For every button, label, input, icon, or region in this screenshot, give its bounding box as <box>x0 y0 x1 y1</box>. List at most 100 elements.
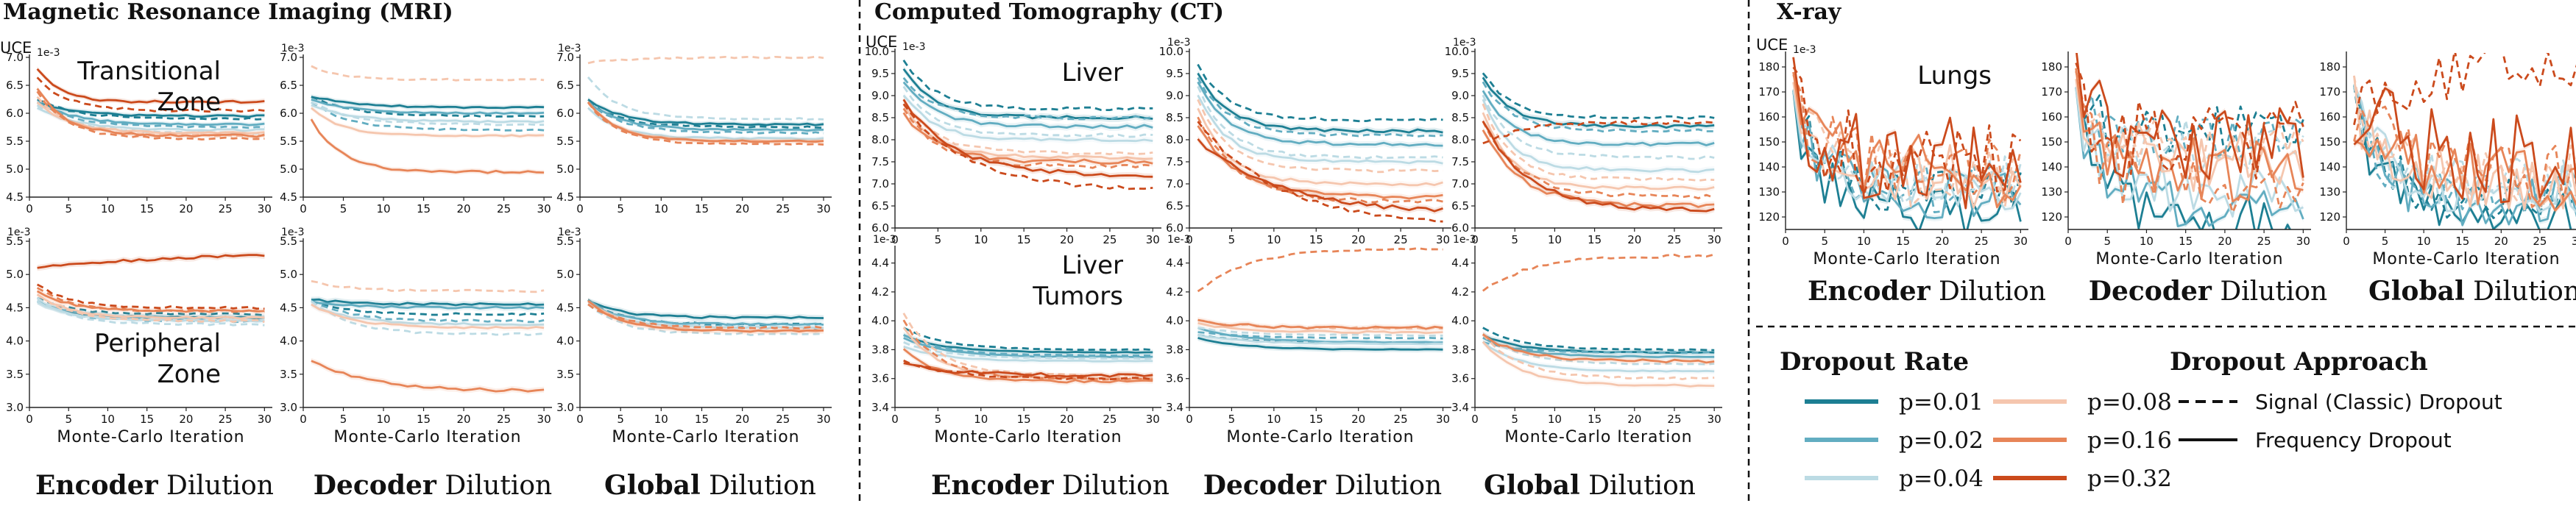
y-tick-label: 180 <box>1758 60 1780 74</box>
series-band-p002 <box>311 97 545 117</box>
series-line-p004-solid <box>311 303 545 327</box>
series-line-p016-solid <box>1197 318 1443 330</box>
y-tick-label: 3.0 <box>556 401 574 414</box>
x-tick-label: 0 <box>2064 235 2072 248</box>
series-line-p004-dashed <box>903 341 1153 360</box>
y-axis-multiplier: 1e-3 <box>558 227 581 238</box>
y-tick-label: 3.0 <box>6 401 24 414</box>
y-tick-label: 120 <box>2041 210 2062 224</box>
y-tick-label: 6.5 <box>1451 199 1469 213</box>
y-tick-label: 180 <box>2319 60 2340 74</box>
y-tick-label: 5.5 <box>280 235 297 248</box>
series-line-p001-solid <box>587 99 824 126</box>
col-title-ct-decoder: Decoder Dilution <box>1203 470 1442 501</box>
series-line-p001-dashed <box>903 327 1153 352</box>
x-tick-label: 0 <box>891 233 899 246</box>
series-band-p016 <box>1482 331 1715 366</box>
y-tick-label: 4.0 <box>280 335 297 348</box>
x-tick-label: 0 <box>576 202 584 215</box>
x-tick-label: 10 <box>376 202 390 215</box>
x-tick-label: 15 <box>1017 413 1031 426</box>
series-band-p001 <box>903 332 1153 356</box>
col-title-bold: Decoder <box>1203 470 1327 501</box>
x-tick-label: 25 <box>1667 233 1681 246</box>
series-band-p002 <box>1197 79 1443 149</box>
x-tick-label: 10 <box>654 202 668 215</box>
x-tick-label: 5 <box>340 413 347 426</box>
series-band-p001 <box>903 65 1153 122</box>
y-tick-label: 7.0 <box>871 177 889 190</box>
y-tick-label: 5.5 <box>556 135 574 148</box>
y-tick-label: 7.5 <box>1451 155 1469 168</box>
x-tick-label: 5 <box>2103 235 2111 248</box>
col-title-bold: Encoder <box>931 470 1055 501</box>
y-tick-label: 5.0 <box>556 268 574 281</box>
panel-mri_pz_dec: 3.0 3.5 4.0 4.5 5.0 5.5 0 5 10 15 20 25 30 Monte-Carl… <box>280 227 552 446</box>
x-tick-label: 5 <box>1821 235 1828 248</box>
series-line-p001-dashed <box>902 60 1153 111</box>
y-tick-label: 7.0 <box>1451 177 1469 190</box>
x-tick-label: 15 <box>2455 235 2469 248</box>
series-line-p002-dashed <box>903 334 1153 357</box>
series-line-p016-solid <box>36 290 265 313</box>
x-tick-label: 5 <box>617 413 624 426</box>
x-axis-label: Monte-Carlo Iteration <box>612 428 799 446</box>
y-tick-label: 4.4 <box>1166 257 1183 270</box>
series-line-p032-solid <box>1482 120 1715 213</box>
series-band-p001 <box>311 94 545 111</box>
series-line-p032-solid <box>903 362 1153 378</box>
y-tick-label: 3.6 <box>1166 372 1183 385</box>
series-line-p002-solid <box>902 81 1153 129</box>
y-tick-label: 130 <box>1758 185 1780 199</box>
x-tick-label: 0 <box>2343 235 2350 248</box>
y-tick-label: 120 <box>1758 210 1780 224</box>
x-tick-label: 15 <box>140 202 154 215</box>
y-tick-label: 9.5 <box>1166 67 1183 80</box>
series-band-p002 <box>2076 84 2304 229</box>
y-tick-label: 4.2 <box>1166 285 1183 299</box>
series-band-p004 <box>588 105 824 142</box>
x-tick-label: 10 <box>1548 233 1562 246</box>
series-band-p032 <box>37 252 265 271</box>
x-tick-label: 0 <box>1471 413 1479 426</box>
series-line-p016-solid <box>310 118 545 174</box>
x-tick-label: 20 <box>179 413 193 426</box>
panel-ct_tumor_glob: 3.43.63.84.04.24.40 5 10 15 20 25 30Monte-Carl… <box>1451 234 1722 446</box>
panel-label: Zone <box>157 360 221 389</box>
y-tick-label: 8.0 <box>1166 133 1183 146</box>
series-group <box>36 252 265 327</box>
series-band-p004 <box>311 301 545 328</box>
y-tick-label: 160 <box>2319 110 2340 124</box>
series-group <box>902 60 1153 190</box>
y-axis-multiplier: 1e-3 <box>902 41 925 53</box>
col-title-bold: Encoder <box>35 470 159 501</box>
series-line-p016-dashed <box>1482 121 1715 199</box>
y-tick-label: 8.5 <box>1451 111 1469 124</box>
series-line-p001-solid <box>311 298 545 307</box>
y-tick-label: 9.0 <box>871 89 889 102</box>
y-tick-label: 7.5 <box>871 155 889 168</box>
y-tick-label: 10.0 <box>1445 45 1469 58</box>
x-tick-label: 30 <box>1436 413 1450 426</box>
y-tick-label: 7.0 <box>280 51 297 64</box>
panel-ct_tumor_enc: 3.43.63.84.04.24.40 5 10 15 20 25 30Monte-Carl… <box>871 234 1161 446</box>
y-tick-label: 160 <box>1758 110 1780 124</box>
y-tick-label: 120 <box>2319 210 2340 224</box>
x-axis-label: Monte-Carlo Iteration <box>934 428 1122 446</box>
x-tick-label: 25 <box>1103 413 1117 426</box>
col-title-mri-decoder: Decoder Dilution <box>314 470 552 501</box>
col-title-rest: Dilution <box>436 471 552 501</box>
y-tick-label: 6.5 <box>1166 199 1183 213</box>
series-line-p004-solid <box>311 104 545 124</box>
x-tick-label: 20 <box>457 202 471 215</box>
series-line-p032-solid <box>37 254 265 269</box>
panel-label: Peripheral <box>94 329 221 358</box>
y-tick-label: 150 <box>1758 135 1780 149</box>
legend-label-p016: p=0.16 <box>2087 427 2172 454</box>
series-line-p032-dashed <box>902 103 1153 190</box>
y-tick-label: 150 <box>2319 135 2340 149</box>
y-tick-label: 180 <box>2041 60 2062 74</box>
col-title-ct-encoder: Encoder Dilution <box>931 470 1170 501</box>
series-line-p032-dashed <box>2353 53 2576 126</box>
y-tick-label: 4.2 <box>1451 285 1469 299</box>
